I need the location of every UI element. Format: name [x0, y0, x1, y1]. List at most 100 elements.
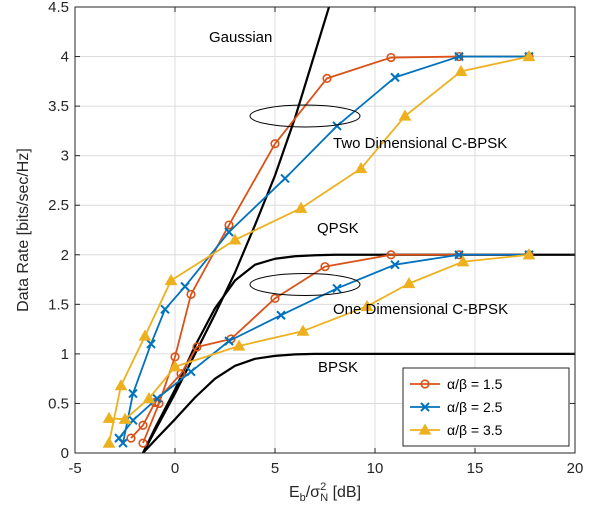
y-tick-label: 4: [61, 49, 69, 66]
marker-triangle: [294, 201, 308, 213]
x-label-base: E: [289, 484, 300, 501]
series-line: [108, 55, 530, 444]
marker-x: [114, 433, 124, 443]
marker-x: [390, 72, 400, 83]
ellipse-two-dimensional: [249, 104, 361, 128]
curve-bpsk: [142, 352, 575, 453]
marker-circle: [224, 220, 234, 230]
marker-x: [332, 121, 342, 131]
annotation-gaussian: Gaussian: [209, 29, 272, 46]
marker-circle: [138, 438, 148, 448]
marker-x: [420, 402, 430, 412]
marker-x: [332, 283, 342, 294]
marker-circle: [192, 342, 202, 352]
marker-x: [152, 393, 162, 404]
series-two-dimensional-2: [102, 50, 536, 448]
x-axis-label: Eb/σ2 N [dB]: [289, 481, 361, 504]
marker-triangle: [354, 162, 368, 174]
annotation-bpsk: BPSK: [318, 359, 358, 376]
y-tick-label: 2: [61, 247, 69, 264]
annotation-two-dimensional: Two Dimensional C-BPSK: [333, 135, 507, 152]
y-tick-label: 1: [61, 346, 69, 363]
marker-triangle: [102, 411, 116, 423]
legend-item: α/β = 2.5: [410, 399, 503, 415]
y-tick-label: 3: [61, 148, 69, 165]
x-label-sub2: N: [320, 492, 328, 504]
marker-x: [454, 250, 464, 260]
data-series: [102, 50, 536, 448]
y-axis-label: Data Rate [bits/sec/Hz]: [15, 148, 32, 312]
annotation-one-dimensional: One Dimensional C-BPSK: [333, 301, 508, 318]
marker-circle: [420, 379, 430, 389]
marker-x: [276, 310, 286, 320]
marker-triangle: [360, 299, 374, 311]
marker-circle: [176, 369, 186, 379]
x-label-sup: 2: [320, 481, 326, 493]
legend-label: α/β = 1.5: [447, 376, 503, 392]
marker-x: [224, 336, 234, 346]
marker-circle: [386, 250, 396, 260]
marker-triangle: [118, 412, 132, 424]
marker-triangle: [398, 109, 412, 121]
marker-triangle: [522, 248, 536, 260]
marker-triangle: [522, 50, 536, 62]
marker-triangle: [402, 277, 416, 289]
marker-x: [186, 367, 196, 377]
x-tick-label: 15: [467, 460, 484, 477]
marker-triangle: [228, 233, 242, 245]
marker-circle: [322, 73, 332, 83]
marker-triangle: [168, 360, 182, 372]
marker-circle: [126, 433, 136, 443]
marker-x: [224, 227, 234, 237]
marker-triangle: [454, 64, 468, 77]
series-one-dimensional-4: [114, 250, 534, 443]
plot-frame: [74, 6, 576, 454]
marker-triangle: [296, 324, 310, 336]
series-line: [142, 55, 529, 444]
x-tick-label: 5: [271, 460, 279, 477]
marker-x: [160, 304, 170, 314]
series-line: [118, 253, 529, 439]
marker-x: [146, 339, 156, 349]
x-label-tail: [dB]: [328, 484, 361, 501]
legend-item: α/β = 1.5: [410, 376, 503, 392]
ellipse-one-dimensional: [249, 273, 361, 297]
y-tick-label: 0.5: [48, 395, 69, 412]
marker-triangle: [114, 379, 128, 391]
x-label-mid: /σ: [306, 484, 320, 501]
legend-label: α/β = 2.5: [447, 399, 503, 415]
x-tick-label: -5: [68, 460, 81, 477]
marker-triangle: [418, 423, 432, 435]
marker-x: [390, 259, 400, 270]
marker-circle: [320, 262, 330, 272]
y-tick-label: 2.5: [48, 197, 69, 214]
marker-triangle: [138, 329, 152, 341]
marker-circle: [138, 420, 148, 430]
marker-circle: [270, 293, 280, 303]
y-tick-label: 0: [61, 445, 69, 462]
series-line: [108, 253, 530, 421]
series-two-dimensional-1: [118, 51, 534, 448]
marker-x: [280, 173, 290, 184]
legend-item: α/β = 3.5: [410, 422, 503, 438]
x-tick-label: 10: [367, 460, 384, 477]
marker-circle: [270, 139, 280, 149]
legend: α/β = 1.5 α/β = 2.5 α/β = 3.5: [402, 367, 570, 447]
marker-triangle: [102, 436, 116, 448]
x-label-sub1: b: [300, 492, 306, 504]
y-tick-label: 1.5: [48, 296, 69, 313]
x-tick-label: 0: [171, 460, 179, 477]
curve-gaussian: [142, 7, 331, 453]
marker-triangle: [232, 339, 246, 351]
legend-label: α/β = 3.5: [447, 422, 503, 438]
annotation-qpsk: QPSK: [317, 220, 359, 237]
marker-x: [454, 51, 464, 62]
y-tick-label: 3.5: [48, 98, 69, 115]
marker-x: [128, 388, 138, 399]
legend-items: α/β = 1.5 α/β = 2.5 α/β = 3.5: [410, 376, 503, 438]
marker-circle: [386, 52, 396, 63]
y-tick-label: 4.5: [48, 0, 69, 16]
marker-circle: [186, 289, 196, 300]
